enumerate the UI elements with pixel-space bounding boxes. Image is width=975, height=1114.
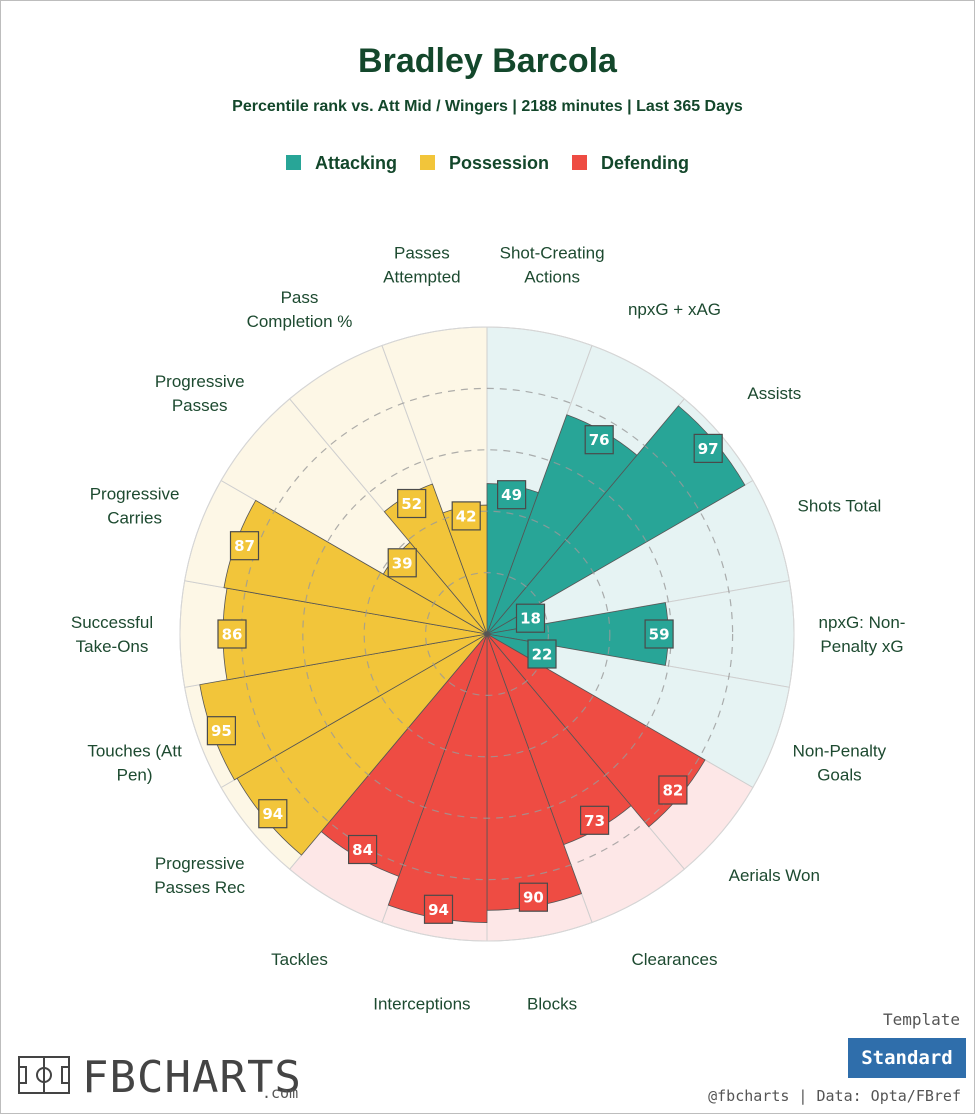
value-box-progressive-carries — [229, 531, 260, 561]
legend-swatch-defending — [572, 155, 588, 170]
value-text-npxg-xag: 76 — [589, 431, 610, 449]
axis-label-assists: Assists — [747, 384, 801, 403]
axis-label-tackles: Tackles — [271, 950, 328, 969]
data-credit: @fbcharts | Data: Opta/FBref — [708, 1087, 961, 1105]
value-label-successful-take-ons: 86 — [217, 619, 247, 649]
value-label-progressive-carries: 87 — [229, 531, 260, 561]
value-text-assists: 97 — [698, 440, 719, 458]
pitch-logo-icon — [18, 1056, 70, 1094]
axis-label-aerials-won: Aerials Won — [729, 866, 820, 885]
axis-label-successful-take-ons: Successful Take-Ons — [71, 613, 153, 656]
value-box-pass-completion — [397, 488, 427, 519]
value-label-touches-att-pen: 95 — [206, 716, 236, 746]
value-label-non-penalty-goals: 22 — [527, 639, 557, 669]
value-text-progressive-passes-rec: 94 — [262, 805, 283, 823]
value-text-progressive-passes: 39 — [392, 554, 413, 572]
axis-label-progressive-passes: Progressive Passes — [155, 372, 245, 415]
value-box-shot-creating-actions — [497, 480, 527, 510]
axis-label-interceptions: Interceptions — [373, 994, 470, 1013]
value-text-aerials-won: 82 — [662, 782, 683, 800]
template-badge: Standard — [848, 1038, 966, 1078]
axis-label-npxg-xag: npxG + xAG — [628, 300, 721, 319]
value-text-shot-creating-actions: 49 — [501, 486, 522, 504]
value-box-aerials-won — [658, 775, 688, 805]
value-box-clearances — [579, 805, 610, 835]
axis-label-pass-completion: Pass Completion % — [247, 288, 353, 331]
value-text-clearances: 73 — [584, 812, 605, 830]
value-text-blocks: 90 — [523, 889, 544, 907]
legend-item-attacking: Attacking — [285, 153, 397, 174]
axis-label-shots-total: Shots Total — [798, 497, 882, 516]
value-label-passes-attempted: 42 — [451, 501, 481, 531]
value-label-pass-completion: 52 — [397, 488, 427, 519]
axis-label-non-penalty-goals: Non-Penalty Goals — [793, 741, 887, 784]
value-box-progressive-passes — [387, 548, 417, 578]
brand-logo-suffix: .com — [262, 1084, 299, 1102]
grid-ring-1 — [425, 571, 550, 696]
value-box-interceptions — [423, 894, 454, 924]
value-box-successful-take-ons — [217, 619, 247, 649]
value-label-assists: 97 — [693, 433, 723, 463]
value-text-npxg-non-penalty-xg: 59 — [649, 626, 670, 644]
axis-label-passes-attempted: Passes Attempted — [383, 244, 461, 287]
value-box-non-penalty-goals — [527, 639, 557, 669]
value-text-interceptions: 94 — [428, 901, 449, 919]
value-text-shots-total: 18 — [520, 610, 541, 628]
axis-label-progressive-passes-rec: Progressive Passes Rec — [154, 854, 245, 897]
value-box-touches-att-pen — [206, 716, 236, 746]
brand-logo-text: FBCHARTS — [82, 1052, 302, 1103]
value-box-tackles — [348, 834, 378, 865]
value-box-shots-total — [515, 603, 546, 633]
template-label: Template — [882, 1010, 960, 1029]
value-text-pass-completion: 52 — [401, 495, 422, 513]
value-label-progressive-passes-rec: 94 — [258, 799, 288, 829]
value-label-npxg-non-penalty-xg: 59 — [644, 619, 674, 649]
axis-label-clearances: Clearances — [632, 950, 718, 969]
value-text-tackles: 84 — [352, 841, 373, 859]
legend: Attacking Possession Defending — [0, 153, 975, 174]
axis-label-npxg-non-penalty-xg: npxG: Non-Penalty xG — [819, 613, 906, 656]
value-box-progressive-passes-rec — [258, 799, 288, 829]
value-box-passes-attempted — [451, 501, 481, 531]
chart-title: Bradley Barcola — [358, 42, 617, 80]
axis-label-progressive-carries: Progressive Carries — [90, 485, 180, 528]
legend-item-defending: Defending — [572, 153, 689, 174]
legend-item-possession: Possession — [419, 153, 550, 174]
value-label-tackles: 84 — [348, 834, 378, 865]
value-label-interceptions: 94 — [423, 894, 454, 924]
value-label-npxg-xag: 76 — [584, 425, 614, 455]
chart-subtitle: Percentile rank vs. Att Mid / Wingers | … — [232, 98, 743, 115]
value-text-non-penalty-goals: 22 — [532, 646, 553, 664]
legend-swatch-possession — [419, 155, 435, 170]
axis-label-shot-creating-actions: Shot-Creating Actions — [500, 244, 605, 287]
value-label-clearances: 73 — [579, 805, 610, 835]
outer-ring — [179, 326, 795, 942]
axis-label-blocks: Blocks — [527, 994, 577, 1013]
value-text-touches-att-pen: 95 — [211, 722, 232, 740]
value-box-assists — [693, 433, 723, 463]
value-text-passes-attempted: 42 — [456, 507, 477, 525]
value-label-progressive-passes: 39 — [387, 548, 417, 578]
axis-label-touches-att-pen: Touches (Att Pen) — [87, 741, 182, 784]
legend-label-attacking: Attacking — [314, 153, 397, 173]
value-text-successful-take-ons: 86 — [222, 626, 243, 644]
value-text-progressive-carries: 87 — [234, 537, 255, 555]
legend-label-possession: Possession — [448, 153, 550, 173]
value-box-npxg-non-penalty-xg — [644, 619, 674, 649]
value-label-blocks: 90 — [518, 882, 549, 912]
value-label-aerials-won: 82 — [658, 775, 688, 805]
legend-swatch-attacking — [285, 155, 301, 170]
value-box-blocks — [518, 882, 549, 912]
value-label-shots-total: 18 — [515, 603, 546, 633]
grid-ring-2 — [363, 510, 611, 758]
value-label-shot-creating-actions: 49 — [497, 480, 527, 510]
value-box-npxg-xag — [584, 425, 614, 455]
legend-label-defending: Defending — [601, 153, 690, 173]
